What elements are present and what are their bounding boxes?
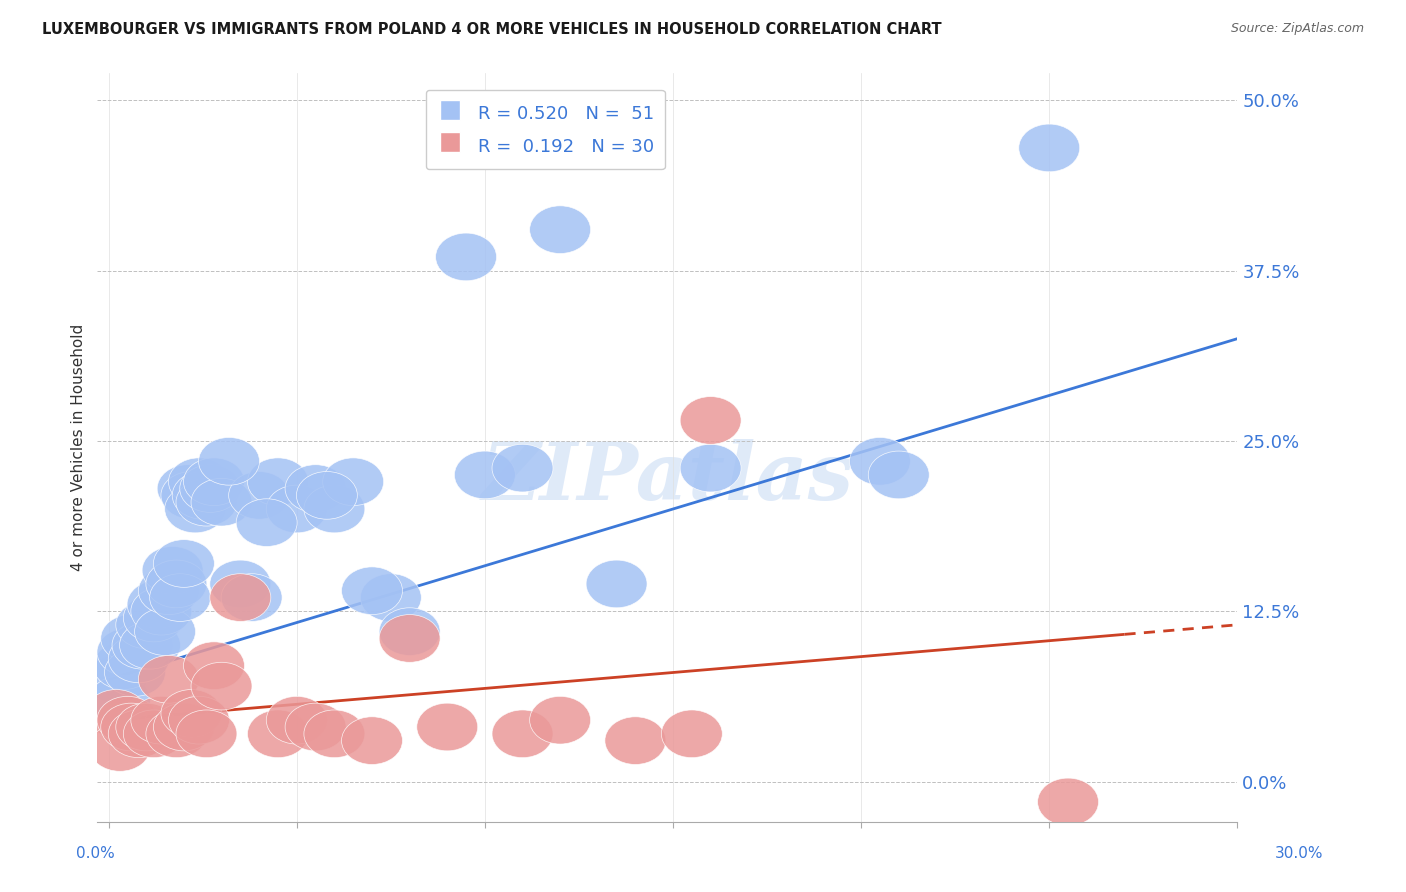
Ellipse shape — [304, 485, 366, 533]
Ellipse shape — [138, 656, 200, 703]
Ellipse shape — [360, 574, 422, 622]
Ellipse shape — [160, 690, 222, 737]
Ellipse shape — [90, 723, 150, 772]
Ellipse shape — [586, 560, 647, 607]
Ellipse shape — [180, 465, 240, 512]
Ellipse shape — [86, 656, 146, 703]
Ellipse shape — [131, 697, 191, 744]
Ellipse shape — [169, 458, 229, 506]
Text: ZIPatlas: ZIPatlas — [481, 439, 853, 516]
Ellipse shape — [681, 397, 741, 444]
Ellipse shape — [120, 622, 180, 669]
Ellipse shape — [165, 485, 225, 533]
Ellipse shape — [661, 710, 723, 757]
Ellipse shape — [115, 703, 177, 751]
Ellipse shape — [101, 703, 162, 751]
Ellipse shape — [285, 703, 346, 751]
Ellipse shape — [416, 703, 478, 751]
Ellipse shape — [247, 710, 308, 757]
Ellipse shape — [97, 628, 157, 676]
Ellipse shape — [184, 642, 245, 690]
Ellipse shape — [108, 710, 169, 757]
Ellipse shape — [131, 587, 191, 635]
Ellipse shape — [104, 648, 166, 697]
Ellipse shape — [492, 444, 553, 492]
Ellipse shape — [191, 662, 252, 710]
Y-axis label: 4 or more Vehicles in Household: 4 or more Vehicles in Household — [72, 324, 86, 571]
Ellipse shape — [342, 717, 402, 764]
Ellipse shape — [124, 594, 184, 642]
Ellipse shape — [304, 710, 366, 757]
Ellipse shape — [229, 472, 290, 519]
Ellipse shape — [101, 615, 162, 662]
Legend: R = 0.520   N =  51, R =  0.192   N = 30: R = 0.520 N = 51, R = 0.192 N = 30 — [426, 89, 665, 169]
Ellipse shape — [1019, 124, 1080, 172]
Ellipse shape — [124, 710, 184, 757]
Ellipse shape — [149, 574, 211, 622]
Ellipse shape — [146, 710, 207, 757]
Ellipse shape — [86, 690, 146, 737]
Ellipse shape — [454, 451, 516, 499]
Ellipse shape — [172, 472, 233, 519]
Ellipse shape — [198, 437, 260, 485]
Text: 0.0%: 0.0% — [76, 847, 115, 861]
Ellipse shape — [176, 710, 238, 757]
Ellipse shape — [323, 458, 384, 506]
Ellipse shape — [160, 472, 222, 519]
Ellipse shape — [146, 560, 207, 607]
Ellipse shape — [530, 206, 591, 253]
Ellipse shape — [285, 465, 346, 512]
Ellipse shape — [342, 567, 402, 615]
Ellipse shape — [176, 478, 238, 526]
Ellipse shape — [127, 581, 188, 628]
Ellipse shape — [142, 547, 202, 594]
Ellipse shape — [115, 601, 177, 648]
Ellipse shape — [266, 485, 328, 533]
Text: Source: ZipAtlas.com: Source: ZipAtlas.com — [1230, 22, 1364, 36]
Ellipse shape — [266, 697, 328, 744]
Ellipse shape — [184, 458, 245, 506]
Ellipse shape — [209, 574, 271, 622]
Ellipse shape — [492, 710, 553, 757]
Ellipse shape — [138, 567, 200, 615]
Ellipse shape — [169, 697, 229, 744]
Ellipse shape — [436, 233, 496, 281]
Ellipse shape — [135, 607, 195, 656]
Ellipse shape — [297, 472, 357, 519]
Ellipse shape — [153, 703, 214, 751]
Ellipse shape — [869, 451, 929, 499]
Ellipse shape — [380, 607, 440, 656]
Ellipse shape — [221, 574, 283, 622]
Ellipse shape — [93, 642, 155, 690]
Text: LUXEMBOURGER VS IMMIGRANTS FROM POLAND 4 OR MORE VEHICLES IN HOUSEHOLD CORRELATI: LUXEMBOURGER VS IMMIGRANTS FROM POLAND 4… — [42, 22, 942, 37]
Ellipse shape — [90, 676, 150, 723]
Ellipse shape — [681, 444, 741, 492]
Ellipse shape — [247, 458, 308, 506]
Ellipse shape — [97, 697, 157, 744]
Ellipse shape — [849, 437, 911, 485]
Ellipse shape — [605, 717, 666, 764]
Ellipse shape — [530, 697, 591, 744]
Ellipse shape — [112, 622, 173, 669]
Ellipse shape — [380, 615, 440, 662]
Ellipse shape — [157, 465, 218, 512]
Ellipse shape — [1038, 778, 1098, 826]
Ellipse shape — [153, 540, 214, 587]
Ellipse shape — [209, 560, 271, 607]
Ellipse shape — [236, 499, 297, 547]
Text: 30.0%: 30.0% — [1275, 847, 1323, 861]
Ellipse shape — [191, 478, 252, 526]
Ellipse shape — [108, 635, 169, 682]
